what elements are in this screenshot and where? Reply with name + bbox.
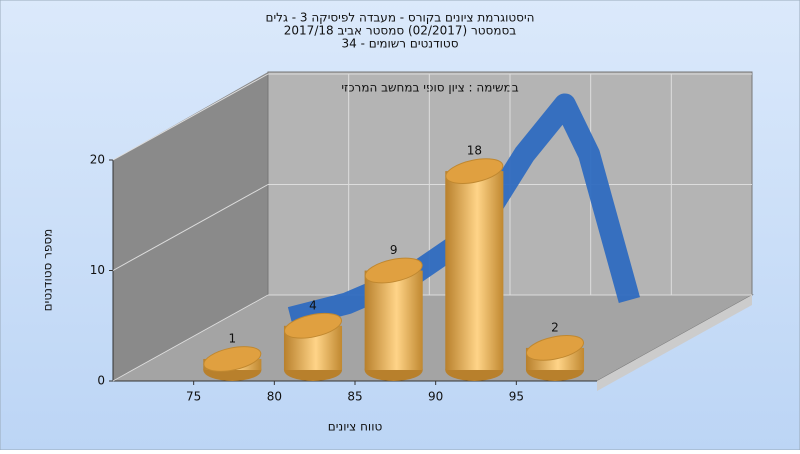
bar-top [364, 257, 423, 284]
title: סטודנטים רשומים - 34 [341, 37, 458, 51]
y-tick-label: 0 [97, 374, 105, 388]
x-tick-label: 85 [347, 390, 362, 404]
floor-edge [597, 295, 752, 391]
title: בסמסטר (02/2017) סמסטר אביב 2017/18 [284, 24, 516, 38]
title: היסטוגרמת ציונים בקורס - מעבדה לפיסיקה 3… [266, 11, 535, 25]
bar [445, 171, 504, 370]
bar-top [526, 335, 584, 361]
titles: היסטוגרמת ציונים בקורס - מעבדה לפיסיקה 3… [41, 11, 535, 434]
bar [364, 270, 423, 370]
grid-line [112, 184, 269, 271]
x-tick-label: 95 [509, 390, 524, 404]
x-tick-label: 80 [267, 390, 282, 404]
data-label: 18 [467, 144, 482, 158]
bar-top [203, 346, 262, 372]
data-label: 4 [309, 298, 317, 312]
grid-line [112, 294, 269, 382]
y-axis-label: מספר סטודנטים [41, 229, 55, 312]
data-label: 9 [390, 243, 398, 257]
grid-line [112, 73, 269, 161]
y-tick-label: 20 [90, 153, 105, 167]
y-tick-label: 10 [90, 263, 105, 277]
x-tick-label: 75 [186, 390, 201, 404]
bar-top [284, 312, 342, 339]
x-tick-label: 90 [428, 390, 443, 404]
side-wall [113, 72, 268, 381]
bar-top [445, 158, 504, 184]
x-axis-label: טווח ציונים [328, 420, 383, 434]
data-label: 1 [229, 331, 237, 345]
data-label: 2 [551, 320, 559, 334]
annotation: במשימה : ציון סופי במחשב המרכזי [341, 81, 518, 95]
